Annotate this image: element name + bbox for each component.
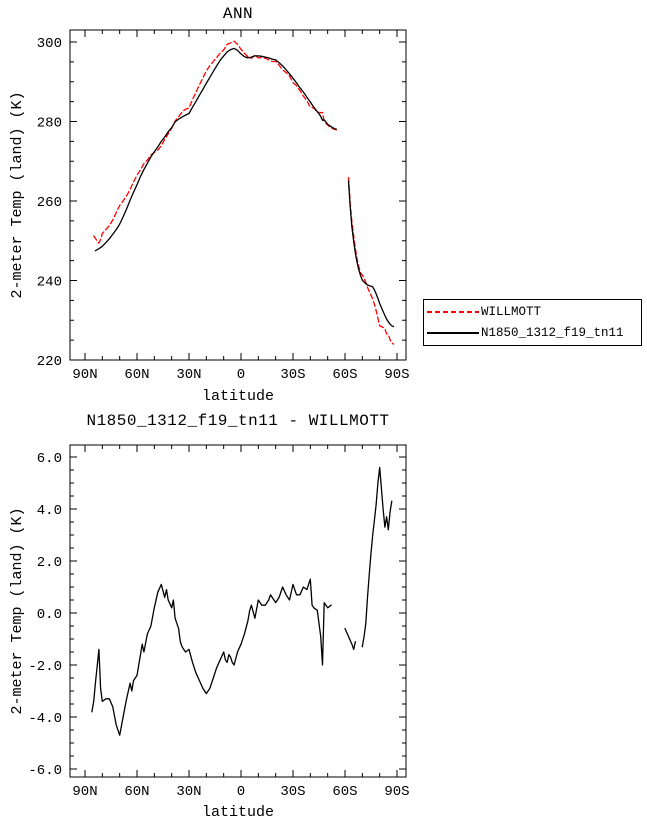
- series-n1850-1312-f19-tn11-willmott: [361, 466, 393, 648]
- y-tick-label: 220: [37, 354, 62, 370]
- series-willmott: [93, 40, 337, 244]
- x-tick-label: 90S: [384, 784, 409, 800]
- plot-frame: [69, 444, 407, 778]
- dashed-red-line-icon: [427, 311, 479, 313]
- x-tick-label: 0: [237, 784, 245, 800]
- x-tick-label: 90N: [72, 784, 97, 800]
- x-tick-label: 30N: [176, 367, 201, 383]
- y-tick-label: 260: [37, 195, 62, 211]
- legend-label-willmott: WILLMOTT: [481, 305, 542, 319]
- x-tick-label: 30S: [280, 367, 305, 383]
- bottom-chart-x-axis-label: latitude: [201, 804, 274, 821]
- solid-black-line-icon: [427, 332, 479, 334]
- x-tick-label: 60N: [124, 784, 149, 800]
- y-tick-label: 280: [37, 116, 62, 132]
- top-chart-x-axis-label: latitude: [201, 388, 274, 405]
- bottom-chart-title: N1850_1312_f19_tn11 - WILLMOTT: [86, 412, 390, 430]
- x-tick-label: 60S: [332, 367, 357, 383]
- y-tick-label: -2.0: [28, 659, 62, 675]
- x-tick-label: 90N: [72, 367, 97, 383]
- x-tick-label: 0: [237, 367, 245, 383]
- y-tick-label: 2.0: [37, 555, 62, 571]
- series-n1850-1312-f19-tn11-willmott: [344, 627, 357, 651]
- x-tick-label: 30N: [176, 784, 201, 800]
- legend-label-model: N1850_1312_f19_tn11: [481, 326, 624, 340]
- legend-entry-willmott: WILLMOTT: [427, 302, 638, 322]
- series-willmott: [347, 176, 395, 345]
- y-tick-label: 240: [37, 275, 62, 291]
- y-tick-label: -4.0: [28, 711, 62, 727]
- plot-frame: [69, 29, 407, 361]
- top-chart-plot-area: 90N 60N 30N 0 30S 60S 90S 220 240 260 280 300: [37, 29, 410, 383]
- y-tick-label: -6.0: [28, 763, 62, 779]
- y-tick-label: 4.0: [37, 503, 62, 519]
- top-chart-title: ANN: [222, 5, 254, 23]
- legend-entry-model: N1850_1312_f19_tn11: [427, 323, 638, 343]
- y-tick-label: 0.0: [37, 607, 62, 623]
- x-tick-label: 60N: [124, 367, 149, 383]
- legend-box: WILLMOTT N1850_1312_f19_tn11: [423, 299, 642, 346]
- series-n1850-1312-f19-tn11: [94, 47, 337, 252]
- x-tick-label: 90S: [384, 367, 409, 383]
- series-n1850-1312-f19-tn11-willmott: [91, 578, 332, 736]
- x-tick-label: 30S: [280, 784, 305, 800]
- bottom-chart-plot-area: 90N 60N 30N 0 30S 60S 90S -6.0 -4.0 -2.0 0.0 2.0 4.0…: [28, 444, 410, 800]
- y-tick-label: 300: [37, 36, 62, 52]
- x-tick-label: 60S: [332, 784, 357, 800]
- series-n1850-1312-f19-tn11: [347, 180, 395, 328]
- y-tick-label: 6.0: [37, 451, 62, 467]
